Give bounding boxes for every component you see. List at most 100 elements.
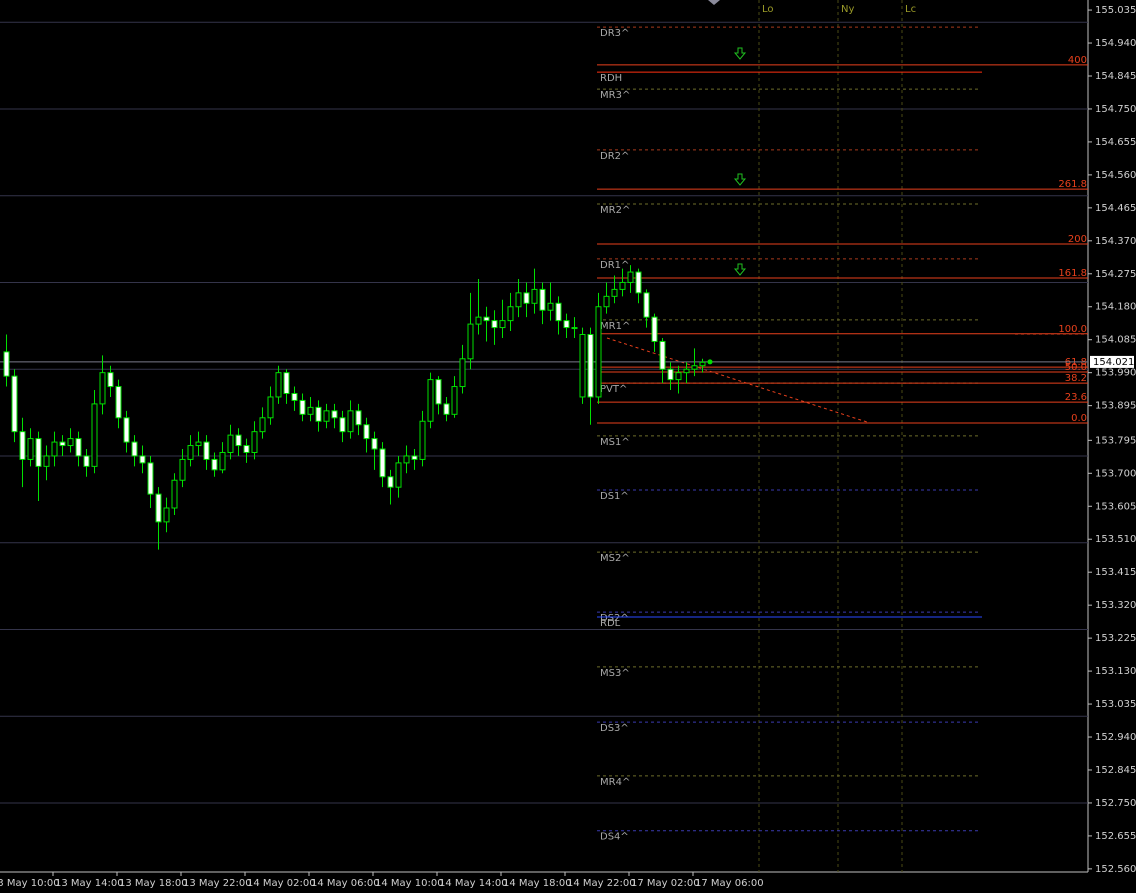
- candle-body: [539, 288, 546, 311]
- level-label: MR4^: [600, 777, 630, 788]
- candle-body: [347, 410, 354, 433]
- y-tick-label: 154.845: [1095, 71, 1136, 82]
- candle-body: [507, 306, 514, 322]
- candle-body: [131, 441, 138, 457]
- price-box-label: 154.021: [1093, 357, 1134, 368]
- candle-body: [699, 361, 706, 367]
- y-tick-label: 154.655: [1095, 137, 1136, 148]
- level-label: MR2^: [600, 205, 630, 216]
- candle-body: [571, 327, 578, 330]
- candle-body: [515, 292, 522, 308]
- candle-body: [643, 292, 650, 318]
- x-tick-label: 17 May 06:00: [695, 878, 764, 889]
- candle-body: [339, 417, 346, 433]
- candle-body: [267, 396, 274, 419]
- fib-label: 100.0: [1058, 324, 1087, 335]
- price-box: [1090, 355, 1134, 368]
- candle-body: [211, 458, 218, 471]
- candle-body: [171, 479, 178, 509]
- candle-body: [163, 507, 170, 523]
- y-tick-label: 154.465: [1095, 203, 1136, 214]
- level-label: DS1^: [600, 491, 629, 502]
- candle-body: [155, 493, 162, 523]
- session-label: Ny: [841, 4, 854, 15]
- candle-body: [403, 455, 410, 464]
- candle-body: [35, 438, 42, 467]
- candle-body: [243, 445, 250, 453]
- candle-body: [659, 340, 666, 370]
- fib-label: 0.0: [1071, 413, 1087, 424]
- fib-label: 50.0: [1065, 362, 1087, 373]
- candle-body: [195, 441, 202, 447]
- y-tick-label: 153.415: [1095, 567, 1136, 578]
- candle-body: [11, 375, 18, 433]
- candle-body: [323, 410, 330, 422]
- x-tick-label: 13 May 22:00: [183, 878, 252, 889]
- y-tick-label: 154.940: [1095, 38, 1136, 49]
- session-label: Lc: [905, 4, 916, 15]
- fib-label: 261.8: [1058, 179, 1087, 190]
- candle-body: [227, 434, 234, 453]
- candle-body: [603, 295, 610, 308]
- candle-body: [435, 379, 442, 405]
- y-tick-label: 153.510: [1095, 534, 1136, 545]
- candle-body: [467, 323, 474, 360]
- candle-body: [219, 451, 226, 471]
- candle-body: [627, 271, 634, 283]
- candle-body: [203, 441, 210, 460]
- candle-body: [651, 316, 658, 342]
- y-tick-label: 153.035: [1095, 699, 1136, 710]
- x-tick-label: 17 May 02:00: [631, 878, 700, 889]
- candle-body: [355, 410, 362, 426]
- y-tick-label: 154.560: [1095, 170, 1136, 181]
- candle-body: [235, 434, 242, 447]
- candle-body: [371, 438, 378, 450]
- x-tick-label: 14 May 14:00: [439, 878, 508, 889]
- y-tick-label: 153.605: [1095, 501, 1136, 512]
- candle-body: [387, 476, 394, 488]
- candle-body: [115, 386, 122, 419]
- candle-body: [27, 438, 34, 460]
- candle-body: [483, 316, 490, 322]
- candle-body: [547, 302, 554, 311]
- candle-body: [67, 438, 74, 447]
- candle-body: [579, 334, 586, 398]
- candle-body: [563, 320, 570, 329]
- level-label: DR3^: [600, 28, 629, 39]
- candle-body: [75, 438, 82, 457]
- level-label: MS3^: [600, 668, 630, 679]
- candle-body: [379, 448, 386, 478]
- fib-label: 23.6: [1065, 392, 1087, 403]
- y-tick-label: 153.895: [1095, 401, 1136, 412]
- candle-body: [19, 431, 26, 460]
- candle-body: [427, 379, 434, 422]
- down-arrow: [733, 47, 747, 60]
- candle-body: [523, 292, 530, 304]
- arrow-group: [733, 47, 747, 276]
- trend-line: [606, 337, 871, 424]
- y-tick-label: 154.370: [1095, 236, 1136, 247]
- candle-body: [587, 334, 594, 398]
- x-tick-label: 14 May 10:00: [375, 878, 444, 889]
- candle-body: [307, 406, 314, 415]
- y-tick-label: 155.035: [1095, 5, 1136, 16]
- y-tick-label: 153.990: [1095, 368, 1136, 379]
- y-tick-label: 153.700: [1095, 468, 1136, 479]
- level-label: DS4^: [600, 832, 629, 843]
- y-tick-label: 154.085: [1095, 335, 1136, 346]
- level-label: DS2^: [600, 613, 629, 624]
- fib-label: 61.8: [1065, 357, 1087, 368]
- y-tick-label: 152.750: [1095, 798, 1136, 809]
- candle-body: [691, 365, 698, 370]
- candle-body: [259, 417, 266, 433]
- down-arrow: [733, 173, 747, 186]
- last-price-dot: [707, 359, 713, 365]
- candle-body: [331, 410, 338, 419]
- y-tick-label: 154.275: [1095, 269, 1136, 280]
- candle-body: [99, 372, 106, 405]
- candle-body: [363, 424, 370, 440]
- candle-body: [147, 462, 154, 495]
- candle-body: [59, 441, 66, 447]
